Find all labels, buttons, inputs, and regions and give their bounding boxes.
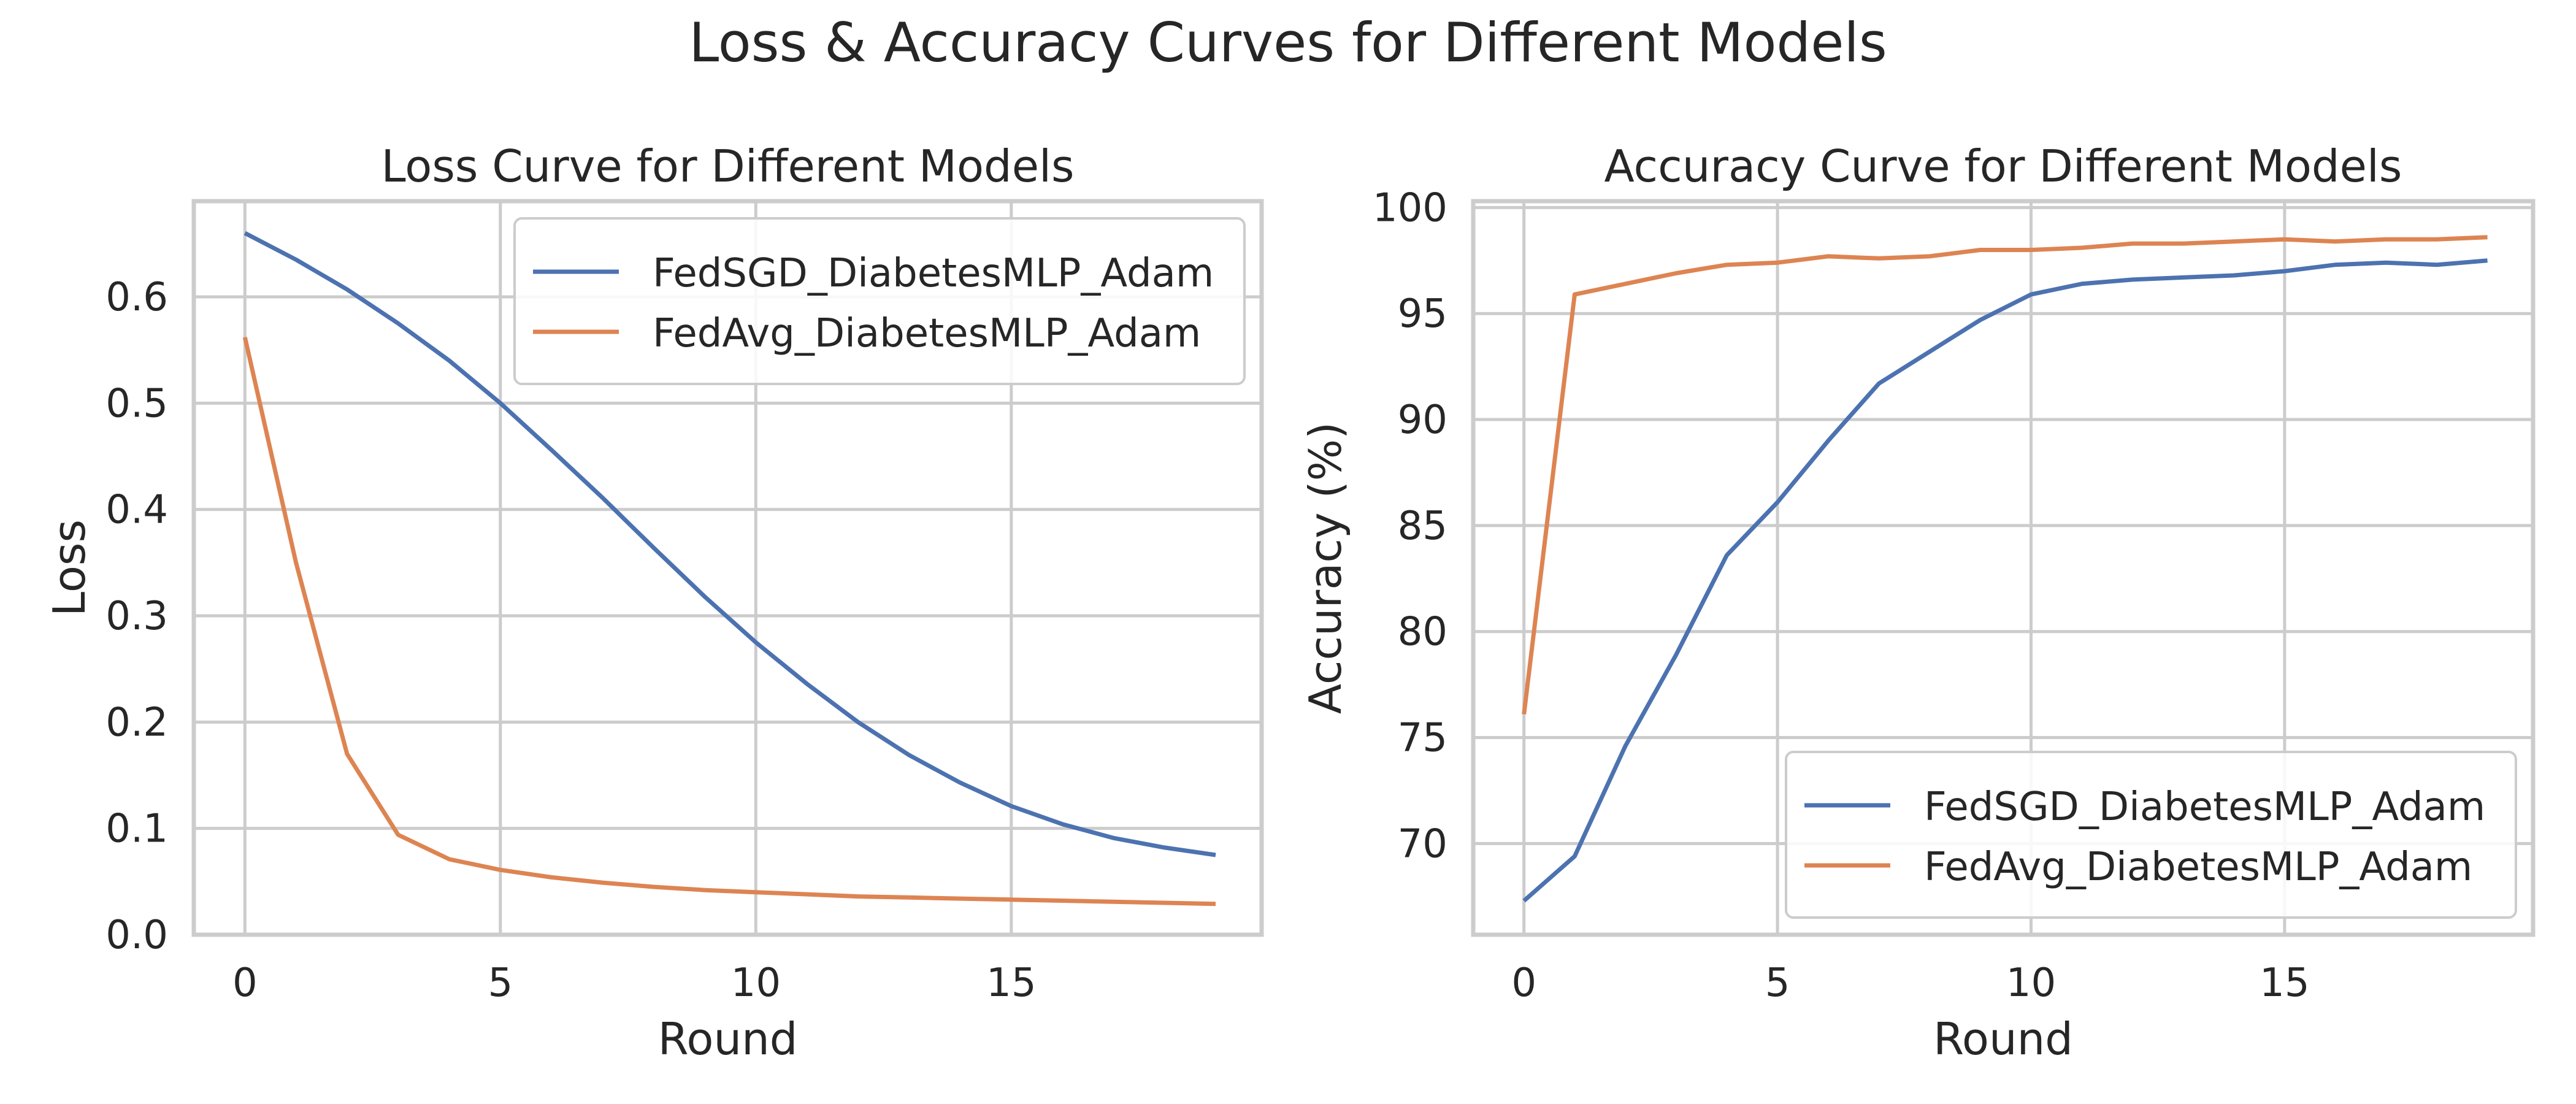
- accuracy-y-tick-label: 80: [1398, 610, 1447, 655]
- accuracy-legend-label-1: FedAvg_DiabetesMLP_Adam: [1924, 845, 2472, 890]
- loss-y-tick-label: 0.6: [105, 275, 168, 320]
- loss-y-axis-label: Loss: [44, 519, 95, 616]
- accuracy-y-tick-label: 100: [1373, 185, 1447, 231]
- loss-y-tick-label: 0.2: [105, 700, 168, 745]
- accuracy-y-tick-label: 90: [1398, 397, 1447, 443]
- loss-legend-label-0: FedSGD_DiabetesMLP_Adam: [653, 251, 1214, 296]
- accuracy-x-tick-label: 15: [2260, 960, 2309, 1006]
- loss-legend-label-1: FedAvg_DiabetesMLP_Adam: [653, 311, 1201, 356]
- accuracy-y-tick-label: 95: [1398, 291, 1447, 337]
- accuracy-series-line-0: [1522, 258, 2488, 903]
- accuracy-y-tick-label: 75: [1398, 716, 1447, 761]
- loss-x-tick-label: 0: [232, 960, 258, 1006]
- loss-axes-frame: [191, 199, 1264, 937]
- figure-title: Loss & Accuracy Curves for Different Mod…: [689, 11, 1887, 74]
- loss-legend-box: [513, 217, 1246, 385]
- accuracy-x-axis-label: Round: [1933, 1013, 2073, 1065]
- loss-chart-title: Loss Curve for Different Models: [381, 140, 1074, 192]
- accuracy-legend-box: [1785, 751, 2517, 919]
- loss-x-axis-label: Round: [658, 1013, 798, 1065]
- accuracy-y-tick-label: 85: [1398, 504, 1447, 549]
- loss-series-line-1: [242, 337, 1216, 907]
- accuracy-legend-label-0: FedSGD_DiabetesMLP_Adam: [1924, 784, 2485, 830]
- accuracy-x-tick-label: 5: [1765, 960, 1790, 1006]
- accuracy-x-tick-label: 10: [2006, 960, 2056, 1006]
- loss-y-tick-label: 0.5: [105, 381, 168, 426]
- loss-x-tick-label: 10: [731, 960, 781, 1006]
- accuracy-axes-frame: [1471, 199, 2536, 937]
- accuracy-series-line-1: [1522, 235, 2488, 715]
- loss-y-tick-label: 0.3: [105, 594, 168, 639]
- loss-y-tick-label: 0.4: [105, 488, 168, 533]
- accuracy-x-tick-label: 0: [1511, 960, 1536, 1006]
- loss-x-tick-label: 15: [986, 960, 1036, 1006]
- loss-y-tick-label: 0.0: [105, 913, 168, 958]
- accuracy-y-axis-label: Accuracy (%): [1300, 422, 1351, 714]
- loss-x-tick-label: 5: [488, 960, 513, 1006]
- loss-y-tick-label: 0.1: [105, 807, 168, 852]
- accuracy-chart-title: Accuracy Curve for Different Models: [1604, 140, 2402, 192]
- accuracy-y-tick-label: 70: [1398, 821, 1447, 867]
- loss-series-line-0: [243, 231, 1216, 857]
